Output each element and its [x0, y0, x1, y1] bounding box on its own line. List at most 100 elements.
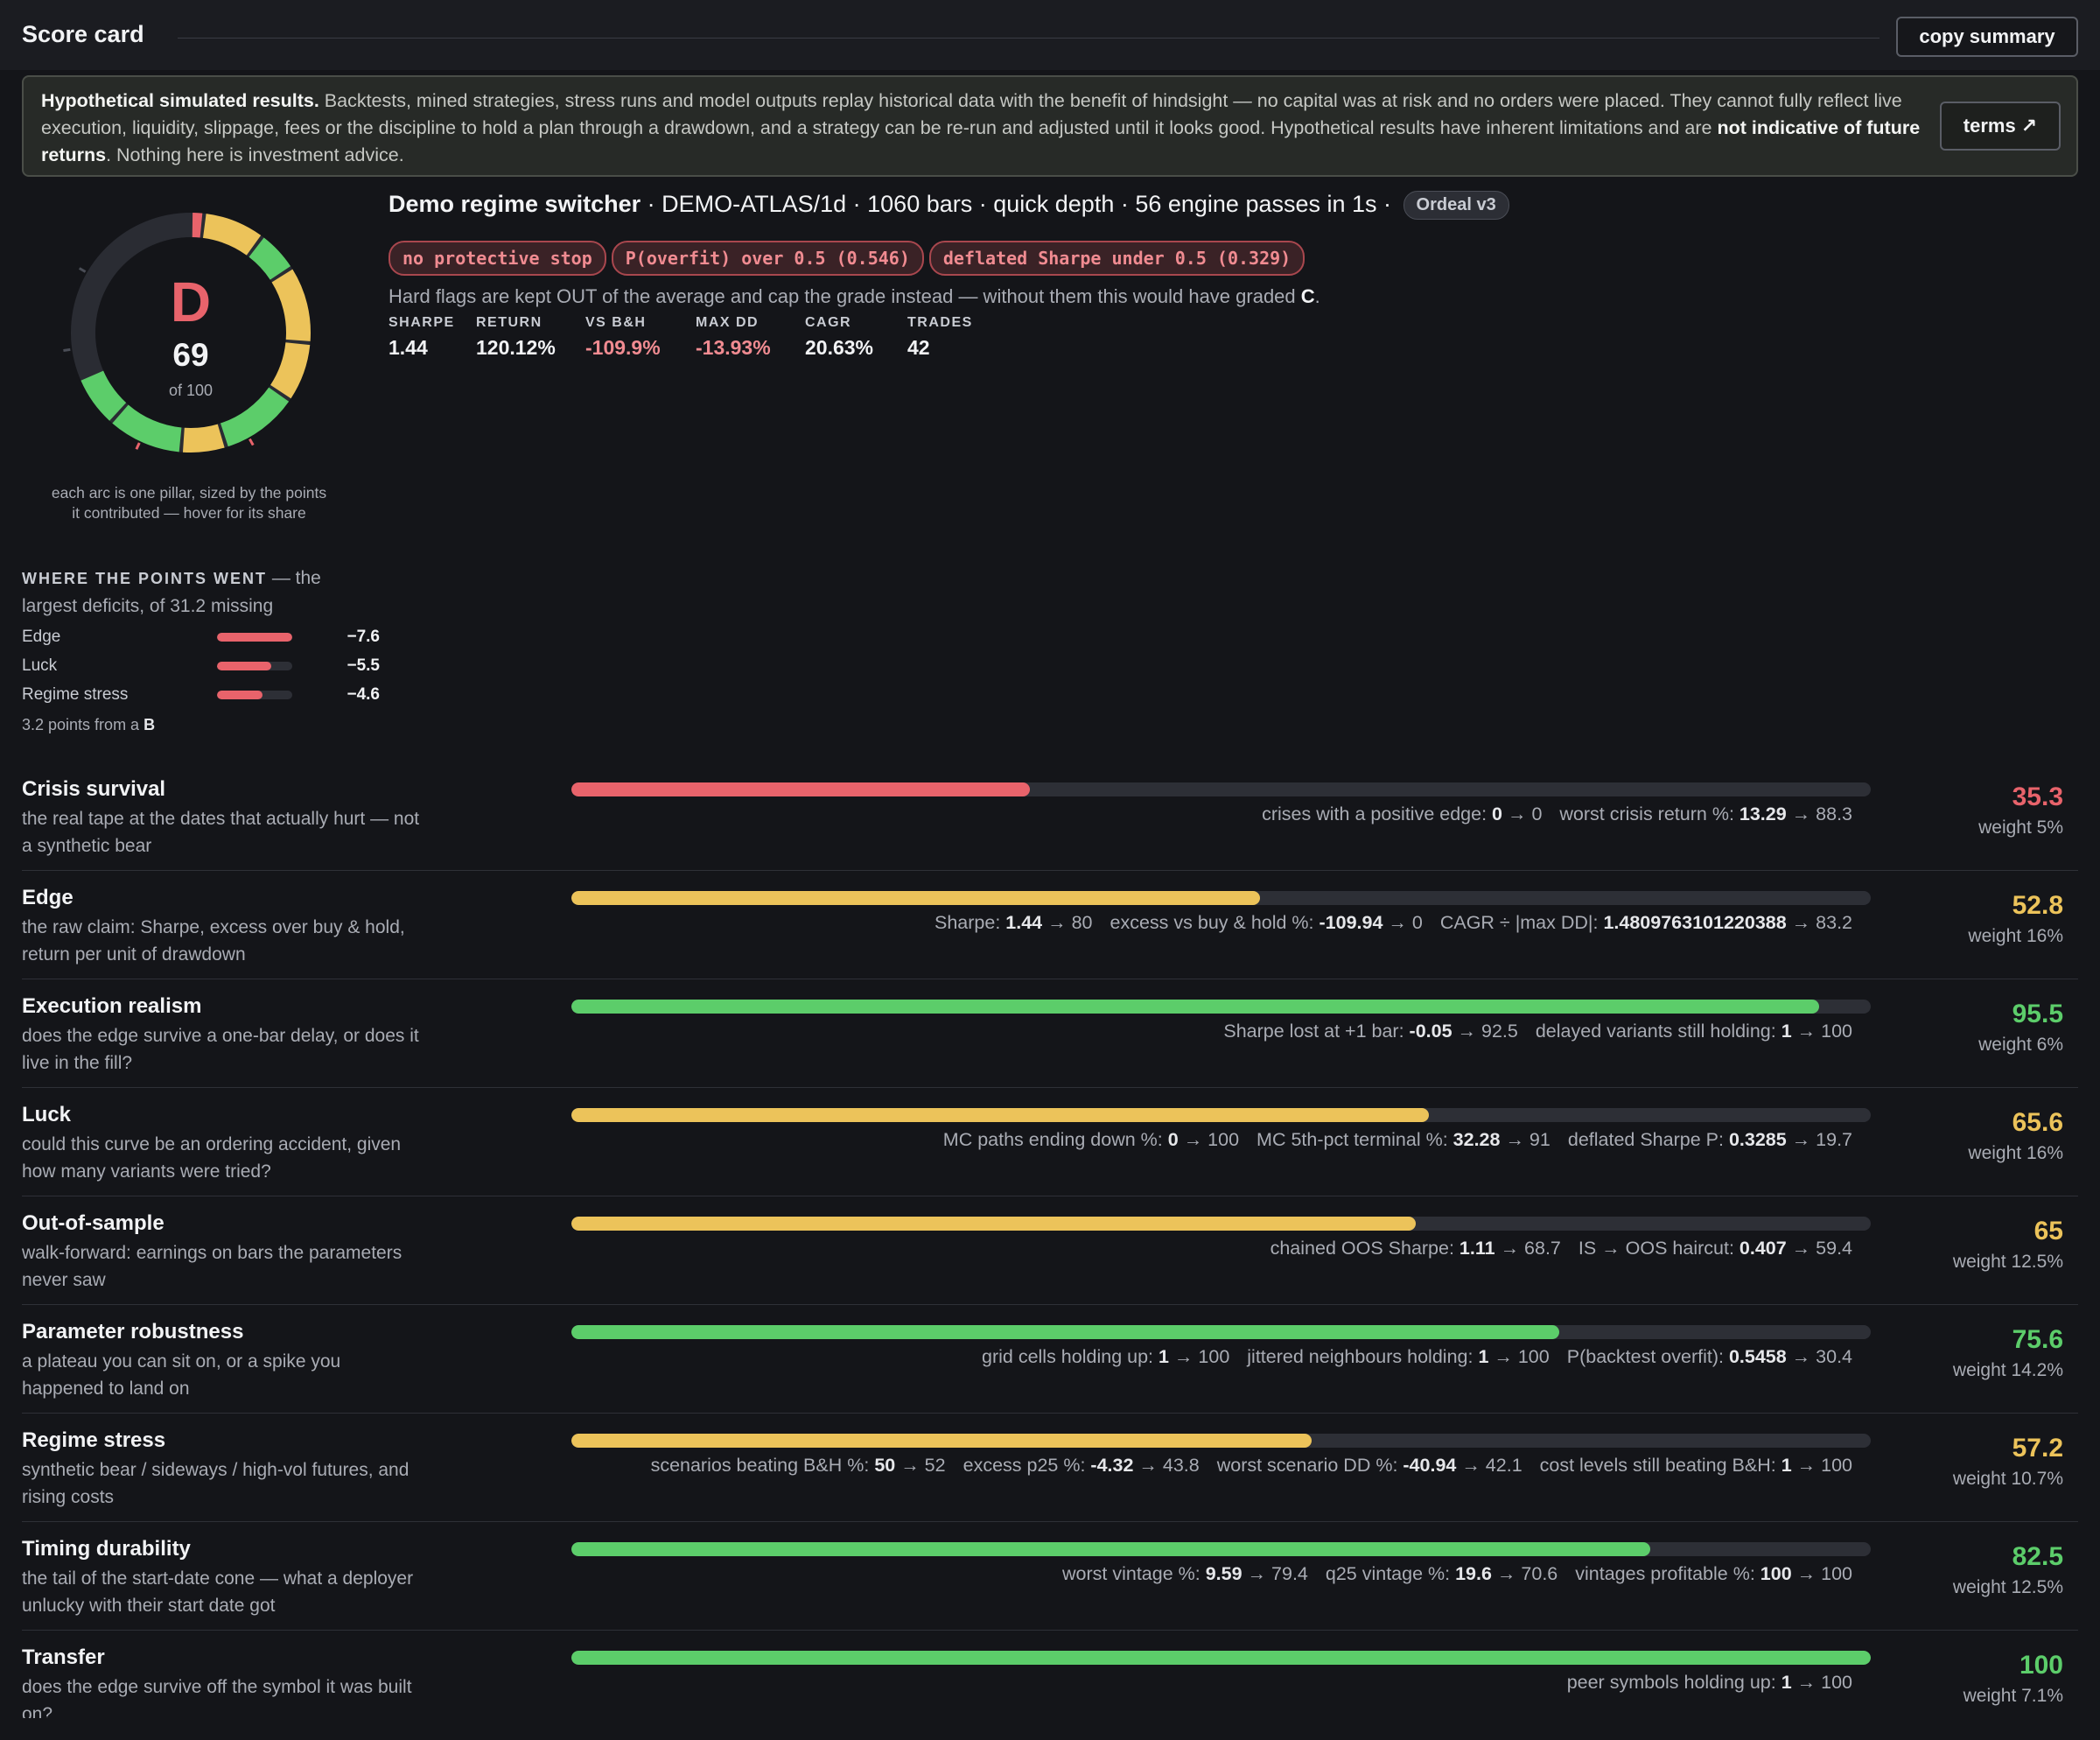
pillar-bar-track: [571, 1325, 1871, 1339]
pillar-edge[interactable]: Edge the raw claim: Sharpe, excess over b…: [0, 870, 2100, 979]
detail-points: → 42.1: [1456, 1455, 1522, 1476]
detail-points: → 43.8: [1133, 1455, 1200, 1476]
pillar-crisis-survival[interactable]: Crisis survival the real tape at the date…: [0, 761, 2100, 870]
donut-arc[interactable]: [220, 387, 290, 447]
pillar-details: chained OOS Sharpe: 1.11 → 68.7 IS → OOS …: [571, 1238, 1852, 1259]
donut-tick: [248, 438, 255, 446]
deficit-bar-track: [217, 691, 292, 699]
pillar-score: 35.3: [2012, 782, 2063, 811]
pillar-detail-item: scenarios beating B&H %: 50 → 52: [651, 1455, 946, 1476]
detail-label: grid cells holding up:: [982, 1346, 1158, 1367]
metric-label: SHARPE: [388, 315, 455, 330]
grade-letter: D: [170, 270, 212, 333]
pillar-score: 65: [2034, 1217, 2063, 1245]
detail-value: 0: [1492, 803, 1502, 824]
pillar-detail-item: Sharpe: 1.44 → 80: [934, 912, 1093, 933]
hard-flag-pill: no protective stop: [388, 241, 606, 276]
detail-label: worst crisis return %:: [1559, 803, 1740, 824]
pillar-detail-item: chained OOS Sharpe: 1.11 → 68.7: [1270, 1238, 1561, 1259]
metric-value: -13.93%: [696, 336, 771, 359]
pillar-bar-fill: [571, 1217, 1417, 1231]
pillar-details: Sharpe lost at +1 bar: -0.05 → 92.5 delay…: [571, 1021, 1852, 1042]
donut-arc[interactable]: [271, 269, 311, 341]
detail-label: CAGR ÷ |max DD|:: [1439, 912, 1604, 933]
pillar-name: Transfer: [22, 1645, 105, 1669]
donut-arc[interactable]: [182, 424, 225, 453]
score-donut[interactable]: [60, 201, 322, 464]
pillar-regime-stress[interactable]: Regime stress synthetic bear / sideways /…: [0, 1413, 2100, 1521]
pillar-description: the tail of the start-date cone — what a…: [22, 1568, 414, 1616]
detail-points: → 100: [1488, 1346, 1550, 1367]
pillar-score: 100: [2019, 1651, 2063, 1680]
detail-points: → 59.4: [1786, 1238, 1852, 1259]
detail-points: → 88.3: [1786, 803, 1852, 824]
pillar-execution-realism[interactable]: Execution realism does the edge survive a…: [0, 979, 2100, 1087]
pillar-divider: [22, 1304, 2078, 1305]
pillar-detail-item: q25 vintage %: 19.6 → 70.6: [1326, 1563, 1558, 1584]
pillar-score: 65.6: [2012, 1108, 2063, 1137]
viewport-clip: [0, 1718, 2100, 1740]
pillar-divider: [22, 1413, 2078, 1414]
metric-label: RETURN: [476, 315, 542, 330]
donut-arc[interactable]: [270, 341, 311, 399]
pillar-bar-track: [571, 891, 1871, 905]
deficit-pillar-name: Luck: [22, 656, 58, 675]
grade-of-total: of 100: [168, 382, 214, 399]
pillar-luck[interactable]: Luck could this curve be an ordering acci…: [0, 1087, 2100, 1196]
detail-value: 1.44: [1005, 912, 1043, 933]
detail-label: Sharpe:: [934, 912, 1006, 933]
hard-flags: no protective stop P(overfit) over 0.5 (0…: [388, 241, 1310, 276]
detail-points: → 100: [1791, 1563, 1852, 1584]
donut-arc[interactable]: [202, 214, 262, 256]
hard-note-text: Hard flags are kept OUT of the average a…: [388, 285, 1301, 307]
detail-label: excess vs buy & hold %:: [1110, 912, 1320, 933]
pillar-divider: [22, 870, 2078, 871]
pillar-detail-item: CAGR ÷ |max DD|: 1.4809763101220388 → 83…: [1440, 912, 1852, 933]
pillar-name: Out-of-sample: [22, 1211, 164, 1235]
pillar-bar-fill: [571, 1108, 1430, 1122]
detail-points: → 0: [1502, 803, 1543, 824]
pillar-score: 57.2: [2012, 1434, 2063, 1463]
pillar-weight: weight 12.5%: [1952, 1577, 2063, 1597]
detail-label: IS → OOS haircut:: [1578, 1238, 1740, 1259]
copy-summary-button[interactable]: copy summary: [1896, 17, 2078, 57]
pillar-divider: [22, 1087, 2078, 1088]
pillar-bar-fill: [571, 1434, 1312, 1448]
donut-arc[interactable]: [112, 404, 182, 453]
pillar-weight: weight 7.1%: [1963, 1686, 2063, 1706]
metric-value: 42: [907, 336, 930, 359]
pillar-detail-item: delayed variants still holding: 1 → 100: [1536, 1021, 1852, 1042]
pillar-bar-fill: [571, 891, 1261, 905]
donut-arc[interactable]: [248, 237, 291, 280]
pillar-timing-durability[interactable]: Timing durability the tail of the start-d…: [0, 1521, 2100, 1630]
pillar-score: 95.5: [2012, 1000, 2063, 1028]
detail-label: Sharpe lost at +1 bar:: [1223, 1021, 1410, 1042]
deficits-label: WHERE THE POINTS WENT: [22, 570, 267, 587]
pillar-name: Execution realism: [22, 994, 202, 1018]
pillar-name: Edge: [22, 886, 74, 909]
disclaimer-tail: . Nothing here is investment advice.: [106, 144, 404, 165]
donut-arc[interactable]: [80, 370, 127, 421]
terms-button[interactable]: terms ↗: [1940, 102, 2061, 151]
pillar-weight: weight 16%: [1968, 1143, 2063, 1163]
pillar-parameter-robustness[interactable]: Parameter robustness a plateau you can si…: [0, 1304, 2100, 1413]
pillar-transfer[interactable]: Transfer does the edge survive off the sy…: [0, 1630, 2100, 1738]
metric-value: 120.12%: [476, 336, 556, 359]
metric-label: VS B&H: [585, 315, 647, 330]
pillar-description: could this curve be an ordering accident…: [22, 1134, 402, 1182]
pillar-detail-item: MC paths ending down %: 0 → 100: [943, 1129, 1239, 1150]
deficit-bar-track: [217, 662, 292, 670]
pillar-bar-track: [571, 1000, 1871, 1014]
detail-value: 32.28: [1452, 1129, 1501, 1150]
pillar-details: grid cells holding up: 1 → 100 jittered n…: [571, 1346, 1852, 1368]
pillar-bar-track: [571, 1217, 1871, 1231]
deficit-pillar-name: Regime stress: [22, 685, 129, 704]
detail-label: q25 vintage %:: [1325, 1563, 1456, 1584]
disclaimer-body: Backtests, mined strategies, stress runs…: [41, 90, 1902, 138]
pillar-out-of-sample[interactable]: Out-of-sample walk-forward: earnings on b…: [0, 1196, 2100, 1304]
donut-arc[interactable]: [192, 213, 203, 238]
detail-points: → 100: [1168, 1346, 1230, 1367]
detail-points: → 52: [895, 1455, 946, 1476]
pillar-bar-track: [571, 1542, 1871, 1556]
detail-value: 50: [874, 1455, 896, 1476]
